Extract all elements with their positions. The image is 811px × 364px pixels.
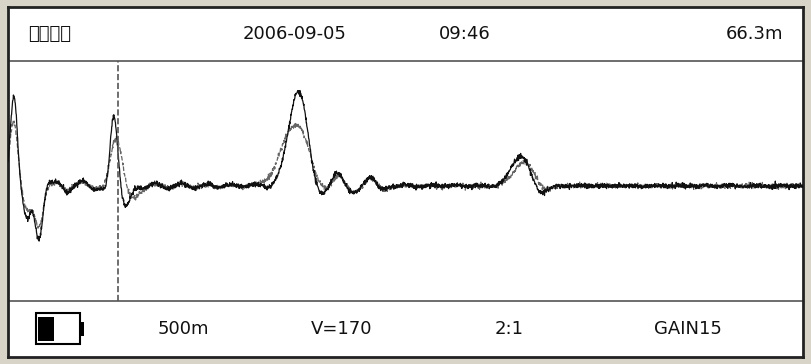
Text: 66.3m: 66.3m <box>726 25 783 43</box>
Text: 500m: 500m <box>157 320 208 338</box>
Text: V=170: V=170 <box>311 320 373 338</box>
Bar <box>36 313 79 344</box>
Text: 低压脉冲: 低压脉冲 <box>28 25 71 43</box>
Text: 2006-09-05: 2006-09-05 <box>242 25 346 43</box>
Text: 2:1: 2:1 <box>495 320 523 338</box>
Bar <box>79 322 84 336</box>
Text: 09:46: 09:46 <box>440 25 491 43</box>
Text: GAIN15: GAIN15 <box>654 320 722 338</box>
Bar <box>37 317 54 341</box>
